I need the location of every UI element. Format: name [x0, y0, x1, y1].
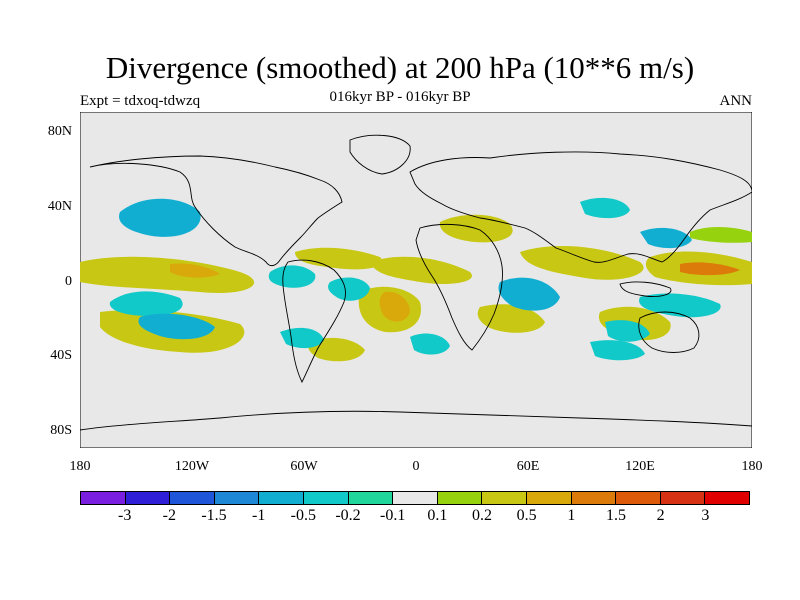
coastline-europe-asia: [409, 151, 752, 263]
colorbar-label: 0.2: [472, 507, 492, 524]
contour-negative: [138, 313, 215, 340]
coastline-africa: [415, 223, 503, 351]
colorbar-swatch: [482, 492, 527, 504]
experiment-label: Expt = tdxoq-tdwzq: [80, 93, 201, 109]
colorbar-swatch: [125, 492, 171, 504]
colorbar-swatch: [214, 492, 260, 504]
contour-negative: [590, 340, 645, 361]
map-canvas: [80, 112, 752, 448]
contour-positive: [308, 337, 365, 362]
contour-positive: [520, 246, 644, 280]
lon-label-180w: 180: [69, 459, 91, 474]
colorbar-label: 1: [567, 507, 576, 524]
coastline-indonesia: [619, 281, 672, 297]
coastline-australia: [638, 311, 700, 353]
lat-label-40n: 40N: [47, 199, 72, 214]
plot-subtitle: 016kyr BP - 016kyr BP: [329, 89, 471, 105]
colorbar-swatch: [526, 492, 572, 504]
colorbar-label: -2: [162, 507, 176, 524]
colorbar-swatch: [660, 492, 706, 504]
colorbar-swatch: [348, 492, 394, 504]
colorbar-swatch: [303, 492, 349, 504]
colorbar-label: -3: [117, 507, 132, 524]
contour-negative: [580, 197, 630, 219]
coastlines: [80, 134, 752, 431]
colorbar: [80, 491, 750, 505]
colorbar-label: -0.2: [335, 507, 361, 524]
lon-label-120e: 120E: [625, 459, 655, 474]
lat-label-eq: 0: [65, 274, 72, 289]
contour-negative: [328, 277, 370, 301]
lon-label-0: 0: [412, 459, 420, 474]
coastline-north-america: [89, 155, 343, 267]
contour-negative: [639, 293, 721, 318]
contour-positive: [370, 256, 472, 284]
contour-negative: [280, 327, 324, 349]
lat-label-80n: 80N: [47, 124, 72, 139]
colorbar-label: -0.5: [290, 507, 316, 524]
contour-positive-core: [379, 291, 410, 322]
colorbar-swatch: [393, 492, 438, 504]
contour-negative: [268, 265, 316, 288]
lon-label-180e: 180: [741, 459, 763, 474]
colorbar-swatch: [437, 492, 483, 504]
lon-label-60w: 60W: [290, 459, 318, 474]
colorbar-label: -0.1: [379, 507, 406, 524]
contour-negative: [410, 333, 450, 355]
contour-positive-core: [170, 263, 220, 278]
colorbar-label: 1.5: [606, 507, 626, 524]
contour-positive-core: [680, 262, 740, 276]
lon-label-120w: 120W: [174, 459, 210, 474]
colorbar-swatch: [81, 492, 126, 504]
colorbar-label: -1: [251, 507, 266, 524]
colorbar-swatch: [705, 492, 749, 504]
lat-label-80s: 80S: [50, 423, 72, 438]
lon-label-60e: 60E: [516, 459, 540, 474]
contour-negative: [119, 198, 201, 237]
divergence-contours: [80, 197, 752, 362]
colorbar-swatch: [170, 492, 215, 504]
plot-title: Divergence (smoothed) at 200 hPa (10**6 …: [105, 50, 695, 85]
colorbar-label: 0.5: [516, 507, 537, 524]
contour-positive: [295, 247, 383, 270]
coastline-antarctica: [80, 410, 752, 431]
colorbar-swatch: [259, 492, 304, 504]
colorbar-label: -1.5: [201, 507, 227, 524]
colorbar-label: 0.1: [427, 507, 448, 524]
contour-positive: [690, 227, 752, 243]
contour-negative: [109, 291, 183, 317]
colorbar-label: 2: [656, 507, 665, 524]
contour-negative: [498, 277, 560, 311]
colorbar-swatch: [571, 492, 617, 504]
lat-label-40s: 40S: [50, 348, 72, 363]
colorbar-label: 3: [701, 507, 710, 524]
coastline-south-america: [282, 259, 346, 384]
contour-positive: [80, 256, 255, 293]
colorbar-swatch: [616, 492, 661, 504]
period-label: ANN: [719, 93, 753, 109]
map-panel: [80, 112, 752, 448]
coastline-greenland: [349, 134, 411, 175]
contour-negative: [640, 227, 692, 249]
